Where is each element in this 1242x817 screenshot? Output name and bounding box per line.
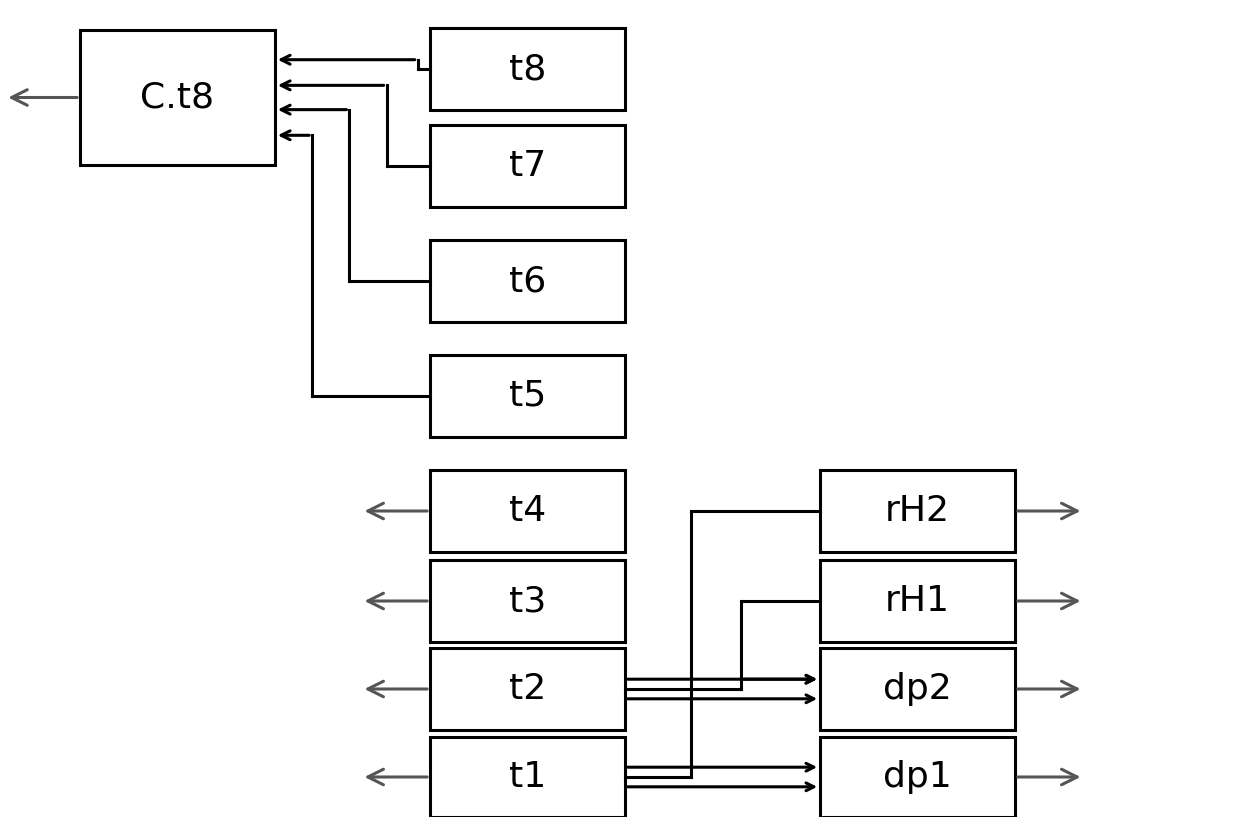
Text: t3: t3 xyxy=(509,584,546,618)
Bar xyxy=(820,470,1015,552)
Bar xyxy=(430,470,625,552)
Bar xyxy=(430,737,625,817)
Text: rH2: rH2 xyxy=(886,494,950,528)
Text: rH1: rH1 xyxy=(886,584,950,618)
Bar xyxy=(430,125,625,207)
Bar xyxy=(430,560,625,642)
Text: t6: t6 xyxy=(509,264,546,298)
Text: t1: t1 xyxy=(509,760,546,794)
Bar xyxy=(820,560,1015,642)
Text: t7: t7 xyxy=(509,149,546,183)
Bar xyxy=(430,240,625,322)
Text: dp1: dp1 xyxy=(883,760,951,794)
Text: dp2: dp2 xyxy=(883,672,951,706)
Bar xyxy=(820,648,1015,730)
Bar xyxy=(820,737,1015,817)
Bar xyxy=(79,30,274,165)
Text: C.t8: C.t8 xyxy=(140,81,215,114)
Text: t8: t8 xyxy=(509,52,546,86)
Text: t5: t5 xyxy=(509,379,546,413)
Bar xyxy=(430,648,625,730)
Text: t4: t4 xyxy=(509,494,546,528)
Bar xyxy=(430,355,625,437)
Text: t2: t2 xyxy=(509,672,546,706)
Bar xyxy=(430,28,625,110)
